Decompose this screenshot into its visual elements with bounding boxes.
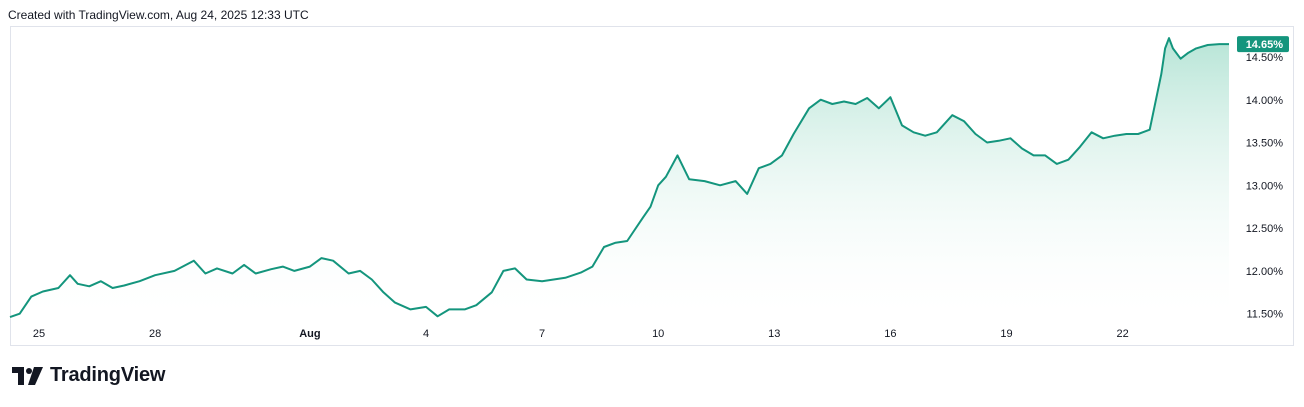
x-tick-label: Aug bbox=[299, 328, 320, 340]
x-tick-label: 22 bbox=[1116, 328, 1128, 340]
series-area-fill bbox=[10, 38, 1229, 318]
y-tick-label: 12.00% bbox=[1246, 266, 1284, 278]
attribution-header: Created with TradingView.com, Aug 24, 20… bbox=[8, 8, 309, 22]
x-tick-label: 4 bbox=[423, 328, 429, 340]
tradingview-logo[interactable]: TradingView bbox=[12, 364, 165, 387]
y-tick-label: 13.50% bbox=[1246, 138, 1284, 150]
x-tick-label: 19 bbox=[1000, 328, 1012, 340]
series-line bbox=[9, 37, 1229, 319]
tradingview-logo-text: TradingView bbox=[50, 364, 166, 386]
x-tick-label: 7 bbox=[539, 328, 545, 340]
y-tick-label: 12.50% bbox=[1246, 223, 1284, 235]
x-tick-label: 16 bbox=[884, 328, 896, 340]
x-tick-label: 13 bbox=[768, 328, 780, 340]
x-tick-label: 10 bbox=[652, 328, 664, 340]
x-tick-label: 25 bbox=[33, 328, 45, 340]
y-tick-label: 11.50% bbox=[1247, 309, 1284, 321]
price-chart: 11.50% 12.00% 12.50% 13.00% 13.50% 14.00% 14.5… bbox=[9, 36, 1289, 340]
last-value-badge bbox=[1237, 36, 1289, 53]
tradingview-logo-icon bbox=[12, 366, 43, 385]
chart-frame bbox=[10, 26, 1294, 346]
y-tick-label: 14.00% bbox=[1246, 95, 1284, 107]
y-tick-label: 13.00% bbox=[1246, 180, 1284, 192]
y-tick-label: 14.50% bbox=[1246, 52, 1284, 64]
last-value-label: 14.65% bbox=[1246, 39, 1284, 51]
x-tick-label: 28 bbox=[149, 328, 161, 340]
